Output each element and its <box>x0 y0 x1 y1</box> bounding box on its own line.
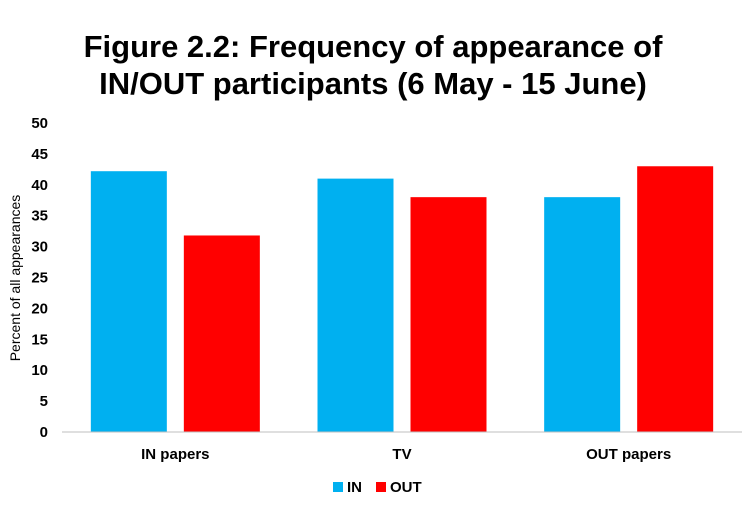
y-tick-label: 5 <box>40 393 48 410</box>
bar-out-2 <box>410 197 487 432</box>
y-axis-label: Percent of all appearances <box>7 195 23 362</box>
legend-swatch-out <box>376 482 386 492</box>
legend-label-in: IN <box>347 479 362 496</box>
bar-in-3 <box>544 197 621 432</box>
bar-in-1 <box>90 171 167 433</box>
chart-title-line-1: Figure 2.2: Frequency of appearance of <box>84 29 663 64</box>
legend-swatch-in <box>333 482 343 492</box>
y-tick-label: 45 <box>31 146 48 163</box>
y-tick-label: 20 <box>31 300 48 317</box>
y-tick-label: 50 <box>31 115 48 132</box>
y-tick-label: 15 <box>31 331 48 348</box>
bar-out-1 <box>183 235 260 432</box>
legend-label-out: OUT <box>390 479 422 496</box>
bar-in-2 <box>317 178 394 432</box>
x-category-label: TV <box>392 446 411 463</box>
y-tick-label: 30 <box>31 239 48 256</box>
y-tick-label: 35 <box>31 208 48 225</box>
x-category-label: IN papers <box>141 446 209 463</box>
legend: IN OUT <box>333 479 422 496</box>
bar-out-3 <box>637 166 714 432</box>
y-tick-label: 0 <box>40 424 48 441</box>
y-tick-label: 25 <box>31 270 48 287</box>
bars-group <box>90 166 714 433</box>
y-tick-label: 40 <box>31 177 48 194</box>
x-axis-labels: IN papers TV OUT papers <box>141 446 671 463</box>
chart-title-line-2: IN/OUT participants (6 May - 15 June) <box>99 66 647 101</box>
x-category-label: OUT papers <box>586 446 671 463</box>
y-tick-label: 10 <box>31 362 48 379</box>
y-axis-ticks: 0 5 10 15 20 25 30 35 40 45 50 <box>31 115 48 441</box>
